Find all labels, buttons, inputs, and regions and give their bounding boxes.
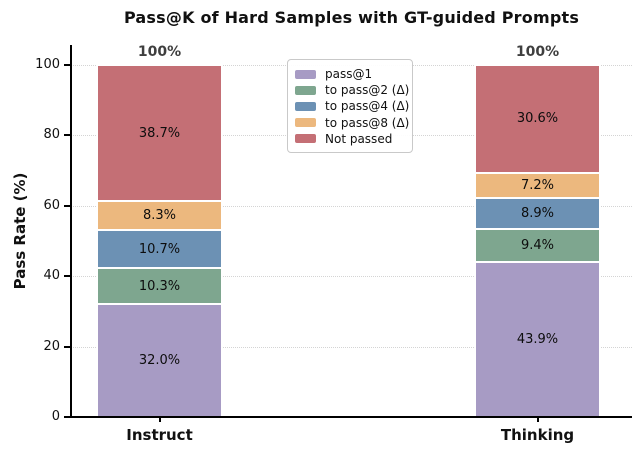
bar-segment-label: 8.9% xyxy=(520,206,555,222)
legend-item: to pass@2 (Δ) xyxy=(295,82,410,98)
y-tick-label: 80 xyxy=(43,127,60,143)
legend-label: Not passed xyxy=(325,131,393,146)
bar-segment-label: 9.4% xyxy=(520,238,555,254)
gridline xyxy=(71,276,632,278)
x-tick-label: Thinking xyxy=(500,426,575,444)
y-tick-mark xyxy=(64,275,71,278)
x-tick-mark xyxy=(158,418,161,422)
y-tick-label: 0 xyxy=(51,409,60,424)
bar-thinking: 43.9% 9.4% 8.9% 7.2% 30.6% xyxy=(475,65,600,417)
bar-total-label: 100% xyxy=(137,44,182,60)
bar-segment: 10.7% xyxy=(97,230,222,269)
y-tick-label: 60 xyxy=(43,197,60,213)
y-tick-mark xyxy=(64,204,71,207)
legend: pass@1 to pass@2 (Δ) to pass@4 (Δ) to pass@… xyxy=(287,59,413,153)
bar-segment: 38.7% xyxy=(97,65,222,202)
bar-segment-label: 32.0% xyxy=(138,353,181,369)
y-tick-label: 100 xyxy=(35,57,60,72)
legend-item: Not passed xyxy=(295,131,406,147)
x-tick-mark xyxy=(536,418,539,422)
legend-swatch-icon xyxy=(295,101,316,111)
bar-segment: 8.9% xyxy=(475,198,600,230)
y-tick-label: 40 xyxy=(43,268,60,284)
legend-swatch-icon xyxy=(295,118,316,128)
legend-swatch-icon xyxy=(295,134,316,144)
bar-segment: 32.0% xyxy=(97,304,222,417)
bar-segment-label: 7.2% xyxy=(520,177,555,193)
bar-segment: 43.9% xyxy=(475,262,600,417)
bar-segment-label: 30.6% xyxy=(516,111,559,127)
bar-segment: 9.4% xyxy=(475,229,600,263)
bar-segment-label: 43.9% xyxy=(516,332,559,348)
legend-swatch-icon xyxy=(295,69,316,79)
bar-segment: 7.2% xyxy=(475,172,600,199)
bar-segment: 10.3% xyxy=(97,268,222,305)
legend-item: pass@1 xyxy=(295,66,406,82)
x-axis-spine xyxy=(70,416,632,418)
x-tick-label: Instruct xyxy=(126,426,193,444)
y-tick-mark xyxy=(64,416,71,418)
bar-segment: 30.6% xyxy=(475,65,600,173)
bar-segment-label: 10.3% xyxy=(138,278,181,294)
bar-segment-label: 10.7% xyxy=(138,241,181,257)
legend-item: to pass@4 (Δ) xyxy=(295,98,410,114)
legend-label: to pass@8 (Δ) xyxy=(325,115,410,130)
chart-title: Pass@K of Hard Samples with GT-guided Pr… xyxy=(123,8,580,27)
bar-instruct: 32.0% 10.3% 10.7% 8.3% 38.7% xyxy=(97,65,222,417)
legend-item: to pass@8 (Δ) xyxy=(295,115,410,131)
bar-total-label: 100% xyxy=(515,44,560,60)
gridline xyxy=(71,205,632,207)
legend-label: pass@1 xyxy=(325,67,373,82)
legend-label: to pass@4 (Δ) xyxy=(325,99,410,114)
y-tick-label: 20 xyxy=(43,338,60,354)
y-axis-spine xyxy=(70,45,72,418)
legend-swatch-icon xyxy=(295,85,316,95)
bar-segment: 8.3% xyxy=(97,201,222,231)
y-tick-mark xyxy=(64,345,71,348)
y-tick-mark xyxy=(64,134,71,137)
bar-segment-label: 8.3% xyxy=(142,208,177,224)
y-tick-mark xyxy=(64,64,71,66)
gridline xyxy=(71,346,632,348)
legend-label: to pass@2 (Δ) xyxy=(325,83,410,98)
bar-segment-label: 38.7% xyxy=(138,125,181,141)
